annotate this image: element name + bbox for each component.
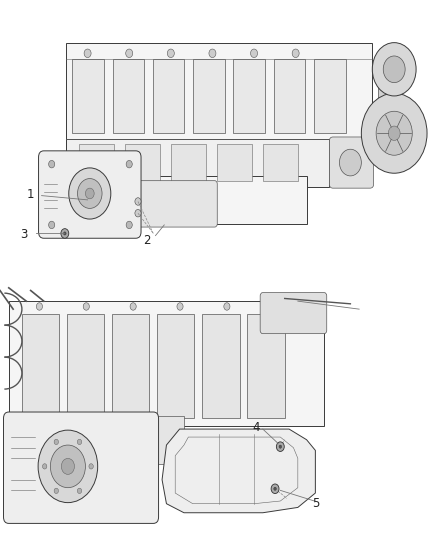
Circle shape xyxy=(388,126,400,141)
Circle shape xyxy=(276,442,284,451)
Circle shape xyxy=(36,303,42,310)
Circle shape xyxy=(135,198,141,205)
Circle shape xyxy=(383,56,405,83)
Bar xyxy=(67,314,104,418)
Circle shape xyxy=(376,111,412,155)
Bar xyxy=(233,59,265,133)
Bar xyxy=(171,144,206,181)
Circle shape xyxy=(279,445,282,448)
FancyBboxPatch shape xyxy=(4,412,159,523)
Circle shape xyxy=(209,49,216,58)
Bar xyxy=(157,314,194,418)
Bar xyxy=(263,144,298,181)
Circle shape xyxy=(167,49,174,58)
Circle shape xyxy=(49,160,55,168)
Bar xyxy=(72,59,104,133)
Bar xyxy=(22,314,59,418)
FancyBboxPatch shape xyxy=(124,181,217,227)
Circle shape xyxy=(274,487,276,490)
FancyBboxPatch shape xyxy=(260,293,327,334)
Circle shape xyxy=(54,439,59,445)
Circle shape xyxy=(85,188,94,199)
Circle shape xyxy=(49,221,55,229)
Circle shape xyxy=(38,430,98,503)
Circle shape xyxy=(292,49,299,58)
Circle shape xyxy=(339,149,361,176)
Bar xyxy=(202,314,240,418)
Bar xyxy=(79,144,114,181)
Text: 4: 4 xyxy=(252,421,260,434)
Circle shape xyxy=(372,43,416,96)
FancyBboxPatch shape xyxy=(329,137,374,188)
Bar xyxy=(153,59,184,133)
Circle shape xyxy=(42,464,47,469)
FancyBboxPatch shape xyxy=(39,151,141,238)
Bar xyxy=(274,59,305,133)
Circle shape xyxy=(224,303,230,310)
Circle shape xyxy=(126,160,132,168)
Bar xyxy=(88,176,307,224)
Bar xyxy=(247,314,285,418)
Circle shape xyxy=(61,229,69,238)
Circle shape xyxy=(126,49,133,58)
Circle shape xyxy=(77,439,82,445)
Bar xyxy=(113,59,144,133)
Bar xyxy=(217,144,252,181)
Bar xyxy=(9,301,324,426)
Bar xyxy=(314,59,346,133)
Bar xyxy=(66,43,372,149)
Bar xyxy=(125,144,160,181)
Circle shape xyxy=(361,93,427,173)
Circle shape xyxy=(83,303,89,310)
Circle shape xyxy=(54,488,58,494)
Circle shape xyxy=(135,209,141,217)
Circle shape xyxy=(78,179,102,208)
Circle shape xyxy=(61,458,74,474)
Text: 1: 1 xyxy=(27,188,35,201)
Bar xyxy=(193,59,225,133)
Text: 5: 5 xyxy=(312,497,319,510)
Circle shape xyxy=(50,445,85,488)
Text: 2: 2 xyxy=(143,235,151,247)
Circle shape xyxy=(177,303,183,310)
Circle shape xyxy=(126,221,132,229)
Bar xyxy=(66,139,328,187)
Circle shape xyxy=(251,49,258,58)
Bar xyxy=(378,69,394,133)
Polygon shape xyxy=(162,429,315,513)
Circle shape xyxy=(84,49,91,58)
Circle shape xyxy=(271,484,279,494)
Bar xyxy=(140,416,184,464)
Bar xyxy=(112,314,149,418)
Circle shape xyxy=(64,232,66,235)
Circle shape xyxy=(130,303,136,310)
Text: 3: 3 xyxy=(21,228,28,241)
Circle shape xyxy=(69,168,111,219)
Circle shape xyxy=(77,488,82,494)
Circle shape xyxy=(89,464,93,469)
